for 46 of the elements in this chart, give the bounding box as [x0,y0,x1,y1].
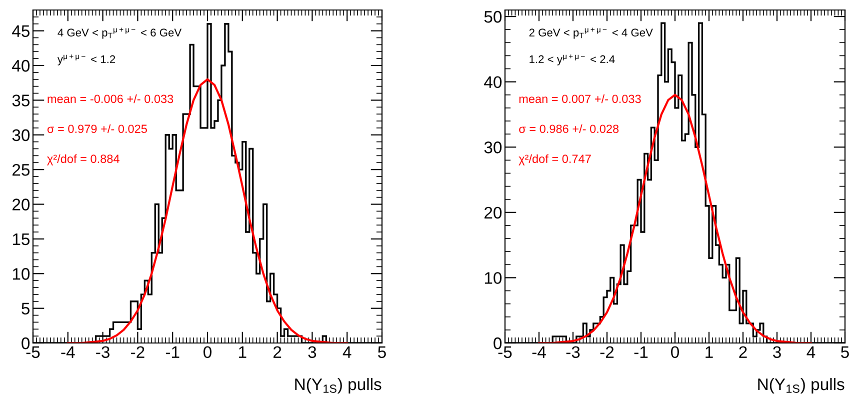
x-tick-label: -3 [566,346,580,358]
y-tick-label: 10 [484,272,502,284]
x-tick-label: 2 [739,346,747,358]
x-axis-title: N(Υ$_{1S}$) pulls [758,378,844,394]
y-tick-label: 30 [12,129,30,142]
annotation: 2 GeV < p$_{T}$$^{μ+μ−}$ < 4 GeV [529,28,653,39]
annotation: 1.2 < y$^{μ+μ−}$ < 2.4 [530,54,615,66]
x-tick-label: 4 [342,346,352,358]
annotation: 4 GeV < p$_{T}$$^{μ+μ−}$ < 6 GeV [58,28,182,39]
x-tick-label: -1 [634,346,648,358]
annotation: σ = 0.979 +/- 0.025 [47,124,147,134]
y-tick-label: 40 [12,60,30,72]
x-tick-label: 5 [378,346,386,358]
x-tick-label: 4 [806,346,816,358]
annotation: mean = -0.006 +/- 0.033 [48,94,174,104]
y-tick-label: 20 [12,198,30,210]
annotation: χ²/dof = 0.884 [47,154,120,166]
annotation: mean = 0.007 +/- 0.033 [519,94,641,104]
x-tick-label: -2 [131,346,144,358]
x-tick-label: -3 [96,346,110,358]
x-tick-label: -1 [166,346,180,358]
y-tick-label: 30 [484,142,502,154]
y-tick-label: 40 [484,76,502,88]
x-tick-label: 5 [841,346,849,358]
y-tick-label: 20 [484,206,502,219]
y-tick-label: 45 [12,25,30,38]
x-tick-label: 3 [773,346,781,358]
x-tick-label: 1 [706,346,713,358]
x-tick-label: 0 [671,346,679,358]
x-tick-label: 2 [274,346,282,358]
x-axis-title: N(Υ$_{1S}$) pulls [295,378,382,394]
x-tick-label: 0 [204,346,212,358]
y-tick-label: 50 [484,10,502,23]
x-tick-label: -4 [61,346,75,358]
annotation: χ²/dof = 0.747 [518,154,591,166]
y-tick-label: 10 [12,268,30,280]
x-tick-label: -2 [600,346,614,358]
x-tick-label: -4 [532,346,546,358]
y-tick-label: 5 [22,302,30,315]
annotation: y$^{μ+μ−}$ < 1.2 [57,54,116,66]
x-tick-label: 3 [308,346,316,358]
y-tick-label: 35 [12,94,30,106]
annotation: σ = 0.986 +/- 0.028 [519,124,619,134]
y-tick-label: 15 [12,234,30,246]
x-tick-label: 1 [239,346,246,358]
y-tick-label: 25 [12,164,30,176]
